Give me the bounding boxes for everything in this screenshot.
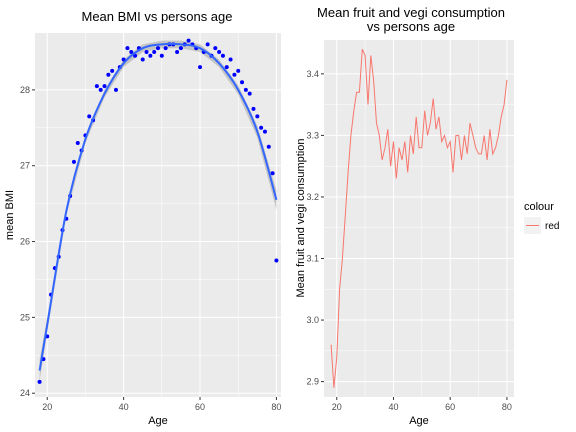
y-tick-label: 28	[20, 85, 30, 95]
fruit-vegi-plot-panel	[324, 40, 514, 397]
bmi-point	[98, 87, 103, 92]
y-tick-label: 26	[20, 237, 30, 247]
fruit-vegi-chart: Mean fruit and vegi consumption vs perso…	[295, 5, 559, 427]
bmi-point	[102, 84, 107, 89]
bmi-x-ticks: 20 40 60 80	[42, 397, 281, 412]
bmi-point	[205, 42, 210, 47]
fruit-vegi-chart-title-line1: Mean fruit and vegi consumption	[317, 5, 505, 20]
y-tick-label: 27	[20, 161, 30, 171]
bmi-smooth-line	[38, 42, 278, 371]
x-tick-label: 40	[388, 402, 398, 412]
bmi-point	[106, 72, 111, 77]
bmi-point	[240, 80, 245, 85]
y-tick-label: 3.3	[306, 130, 319, 140]
x-tick-label: 40	[119, 402, 129, 412]
fruit-vegi-chart-title-line2: vs persons age	[367, 19, 455, 34]
bmi-point	[113, 87, 118, 92]
bmi-point	[156, 46, 160, 51]
bmi-y-axis-label: mean BMI	[4, 190, 16, 240]
x-tick-label: 80	[271, 402, 281, 412]
x-tick-label: 80	[502, 402, 512, 412]
y-tick-label: 25	[20, 312, 30, 322]
legend: colour red	[524, 201, 559, 234]
fruit-vegi-series-line	[330, 48, 508, 388]
bmi-point	[247, 91, 252, 96]
bmi-point	[87, 114, 92, 119]
x-tick-label: 20	[332, 402, 342, 412]
legend-entry-red: red	[545, 221, 559, 232]
bmi-point	[213, 46, 218, 51]
x-tick-label: 60	[445, 402, 455, 412]
bmi-point	[243, 87, 248, 92]
fruit-vegi-x-axis-label: Age	[409, 415, 429, 427]
bmi-point	[274, 258, 279, 263]
bmi-point	[224, 65, 229, 70]
bmi-point	[140, 57, 145, 62]
y-tick-label: 3.1	[306, 254, 319, 264]
bmi-point	[217, 49, 222, 54]
bmi-point	[110, 68, 115, 73]
y-tick-label: 2.9	[306, 377, 319, 387]
legend-title: colour	[524, 201, 554, 213]
y-tick-label: 3.2	[306, 192, 319, 202]
bmi-point	[198, 65, 203, 70]
fruit-vegi-gridlines	[324, 40, 514, 397]
bmi-point	[152, 49, 157, 54]
bmi-y-ticks: 24 25 26 27 28	[20, 85, 35, 398]
bmi-point	[228, 57, 233, 62]
bmi-point	[133, 53, 138, 58]
bmi-point	[236, 68, 241, 73]
x-tick-label: 60	[195, 402, 205, 412]
y-tick-label: 24	[20, 388, 30, 398]
fruit-vegi-y-axis-label: Mean fruit and vegi consumption	[295, 139, 307, 298]
bmi-point	[251, 106, 256, 111]
bmi-point	[186, 38, 191, 43]
bmi-point	[159, 53, 164, 58]
fruit-vegi-x-ticks: 20 40 60 80	[332, 397, 512, 412]
bmi-point	[75, 140, 80, 145]
bmi-chart-title: Mean BMI vs persons age	[81, 9, 232, 24]
bmi-point	[129, 49, 134, 54]
bmi-point	[255, 114, 260, 119]
bmi-point	[178, 46, 183, 51]
bmi-point	[144, 49, 149, 54]
bmi-point	[121, 57, 126, 62]
bmi-point	[125, 46, 130, 51]
bmi-point	[37, 379, 42, 384]
x-tick-label: 20	[42, 402, 52, 412]
bmi-point	[175, 49, 180, 54]
bmi-x-axis-label: Age	[148, 415, 168, 427]
bmi-point	[266, 144, 271, 149]
bmi-point	[232, 72, 237, 77]
bmi-chart: Mean BMI vs persons age 20 40 60 80 2425262…	[4, 9, 281, 427]
bmi-point	[262, 129, 267, 134]
fruit-vegi-y-ticks: 2.9 3.0 3.1 3.2 3.3 3.4	[306, 69, 324, 387]
bmi-point	[71, 159, 76, 164]
bmi-plot-panel	[35, 33, 281, 397]
bmi-point	[270, 171, 275, 176]
bmi-point	[148, 53, 153, 58]
bmi-point	[163, 46, 168, 51]
y-tick-label: 3.0	[306, 315, 319, 325]
bmi-point	[94, 84, 99, 89]
bmi-point	[220, 53, 225, 58]
bmi-point	[259, 125, 264, 130]
y-tick-label: 3.4	[306, 69, 319, 79]
